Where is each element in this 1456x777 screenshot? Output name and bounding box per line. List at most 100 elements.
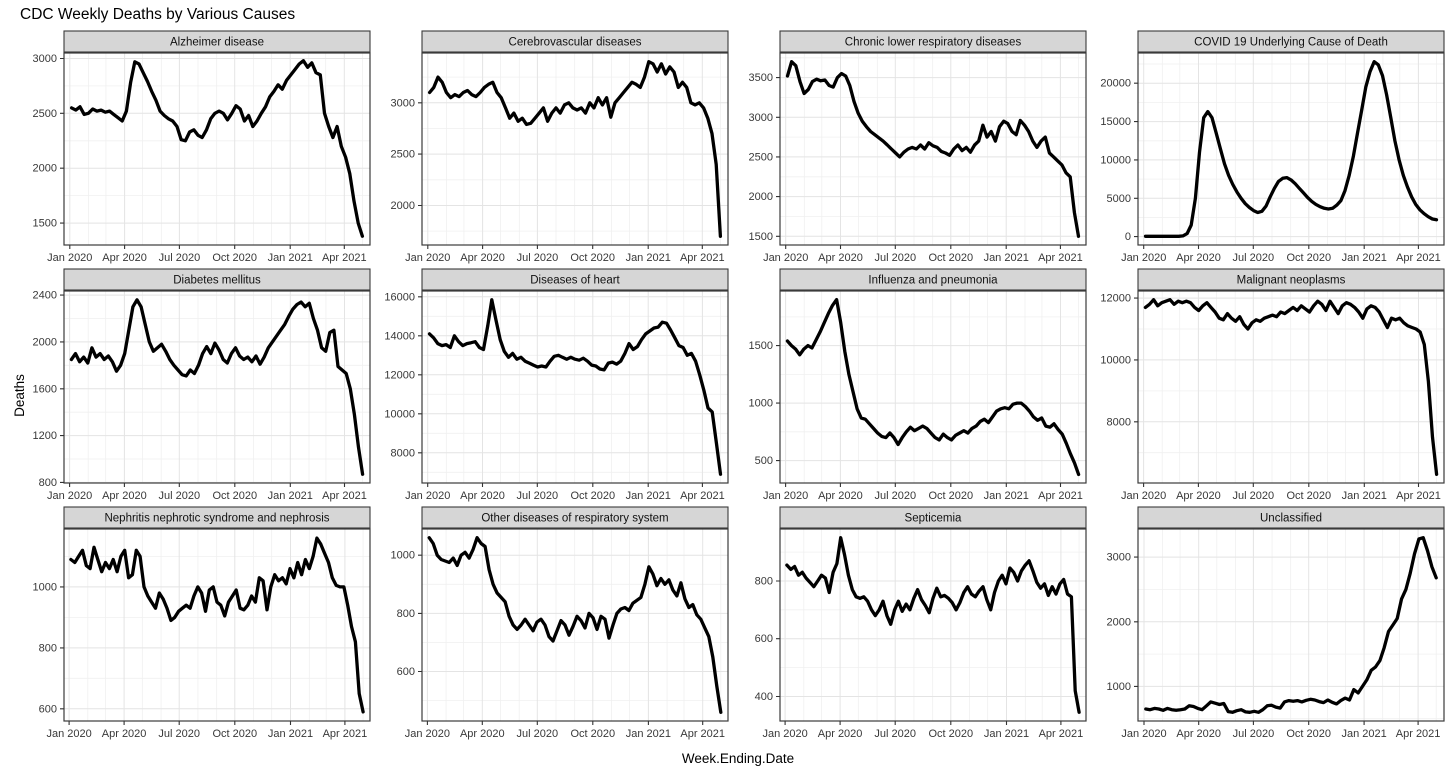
axis-ticks bbox=[776, 77, 1061, 249]
series-line bbox=[785, 297, 1081, 477]
series-line bbox=[427, 536, 723, 714]
y-tick-label: 8000 bbox=[391, 447, 415, 459]
facet-grid: 1500 2000 2500 3000 Jan 2020 Apr 2020 Jul 2020… bbox=[22, 30, 1454, 745]
x-tick-label: Apr 2021 bbox=[323, 728, 368, 740]
x-tick-label: Jan 2020 bbox=[405, 728, 450, 740]
strip-header bbox=[779, 268, 1087, 291]
x-tick-label: Jan 2021 bbox=[268, 728, 313, 740]
x-tick-label: Oct 2020 bbox=[570, 252, 615, 264]
strip-label: Cerebrovascular diseases bbox=[509, 37, 642, 49]
x-tick-label: Apr 2021 bbox=[1038, 490, 1083, 502]
y-tick-label: 1600 bbox=[33, 383, 57, 395]
y-tick-label: 600 bbox=[755, 633, 773, 645]
grid-major bbox=[1138, 529, 1444, 721]
x-tick-label: Jul 2020 bbox=[159, 252, 201, 264]
strip-label: Chronic lower respiratory diseases bbox=[845, 37, 1022, 49]
y-tick-label: 12000 bbox=[384, 369, 415, 381]
grid-minor bbox=[780, 529, 1086, 721]
x-tick-label: Oct 2020 bbox=[1286, 252, 1331, 264]
series-line bbox=[69, 59, 365, 238]
grid-minor bbox=[64, 529, 370, 721]
x-tick-label: Apr 2020 bbox=[460, 490, 505, 502]
facet-diseases-of-heart: 8000 10000 12000 14000 16000 Jan 2020 Apr 2020… bbox=[380, 268, 738, 507]
panel-border bbox=[1137, 52, 1445, 246]
y-tick-label: 16000 bbox=[384, 291, 415, 303]
x-tick-label: Jul 2020 bbox=[1233, 728, 1275, 740]
y-tick-label: 10000 bbox=[384, 408, 415, 420]
facet-cerebrovascular-diseases: 2000 2500 3000 Jan 2020 Apr 2020 Jul 2020 Oct … bbox=[380, 30, 738, 269]
y-tick-label: 1000 bbox=[391, 550, 415, 562]
y-tick-label: 500 bbox=[755, 455, 773, 467]
x-tick-label: Jan 2020 bbox=[763, 490, 808, 502]
chart-nephritis-nephrotic-syndrome-and-nephrosis: 600 800 1000 Jan 2020 Apr 2020 Jul 2020 Oct 20… bbox=[33, 506, 371, 740]
strip-label: Diseases of heart bbox=[530, 275, 620, 287]
y-tick-label: 12000 bbox=[1100, 293, 1131, 305]
axis-ticks bbox=[418, 296, 703, 487]
y-tick-label: 3000 bbox=[33, 53, 57, 65]
x-tick-label: Apr 2021 bbox=[1396, 252, 1441, 264]
y-tick-label: 2000 bbox=[33, 163, 57, 175]
x-tick-label: Jan 2021 bbox=[626, 490, 671, 502]
y-tick-label: 2400 bbox=[33, 290, 57, 302]
y-tick-label: 2000 bbox=[391, 200, 415, 212]
y-tick-label: 5000 bbox=[1107, 193, 1131, 205]
facet-malignant-neoplasms: 8000 10000 12000 Jan 2020 Apr 2020 Jul 2020 Oc… bbox=[1096, 268, 1454, 507]
series-line bbox=[1143, 298, 1439, 476]
x-tick-label: Jan 2021 bbox=[1341, 728, 1386, 740]
grid-major bbox=[780, 291, 1086, 483]
x-tick-label: Oct 2020 bbox=[570, 728, 615, 740]
axis-ticks bbox=[1134, 556, 1419, 725]
x-tick-label: Jan 2021 bbox=[268, 490, 313, 502]
strip-label: Alzheimer disease bbox=[170, 37, 264, 49]
chart-diseases-of-heart: 8000 10000 12000 14000 16000 Jan 2020 Apr 2020… bbox=[384, 268, 729, 502]
panel-border bbox=[421, 290, 729, 484]
axis-ticks bbox=[60, 57, 345, 249]
x-tick-label: Jul 2020 bbox=[1233, 490, 1275, 502]
x-tick-label: Jan 2021 bbox=[626, 728, 671, 740]
chart-influenza-and-pneumonia: 500 1000 1500 Jan 2020 Apr 2020 Jul 2020 Oct 2… bbox=[749, 268, 1087, 502]
y-tick-label: 1000 bbox=[1107, 681, 1131, 693]
series-line bbox=[69, 298, 365, 476]
x-tick-label: Oct 2020 bbox=[212, 252, 257, 264]
x-tick-label: Apr 2021 bbox=[322, 490, 367, 502]
x-tick-label: Oct 2020 bbox=[928, 728, 973, 740]
facet-chronic-lower-respiratory-diseases: 1500 2000 2500 3000 3500 Jan 2020 Apr 2020 Jul … bbox=[738, 30, 1096, 269]
y-tick-label: 1500 bbox=[749, 231, 773, 243]
facet-nephritis-nephrotic-syndrome-and-nephrosis: 600 800 1000 Jan 2020 Apr 2020 Jul 2020 Oct 20… bbox=[22, 506, 380, 745]
x-tick-label: Jul 2020 bbox=[158, 728, 200, 740]
y-tick-label: 1000 bbox=[33, 581, 57, 593]
y-tick-label: 8000 bbox=[1107, 416, 1131, 428]
y-tick-label: 1500 bbox=[749, 340, 773, 352]
x-tick-label: Jul 2020 bbox=[874, 728, 916, 740]
x-tick-label: Jan 2021 bbox=[984, 490, 1029, 502]
x-tick-label: Jan 2021 bbox=[984, 728, 1029, 740]
x-tick-label: Apr 2020 bbox=[818, 490, 863, 502]
strip-label: Diabetes mellitus bbox=[173, 275, 261, 287]
x-tick-label: Apr 2020 bbox=[102, 252, 147, 264]
panel-border bbox=[63, 52, 371, 246]
strip-label: Other diseases of respiratory system bbox=[481, 513, 668, 525]
panel-border bbox=[421, 52, 729, 246]
series-line bbox=[427, 60, 723, 238]
axis-ticks bbox=[418, 554, 704, 725]
x-tick-label: Jan 2021 bbox=[1342, 252, 1387, 264]
chart-unclassified: 1000 2000 3000 Jan 2020 Apr 2020 Jul 2020 Oct … bbox=[1107, 506, 1445, 740]
x-tick-label: Apr 2021 bbox=[322, 252, 367, 264]
chart-covid-19-underlying-cause-of-death: 0 5000 10000 15000 20000 Jan 2020 Apr 2020 Jul … bbox=[1100, 30, 1445, 264]
x-tick-label: Jul 2020 bbox=[875, 490, 917, 502]
y-tick-label: 10000 bbox=[1100, 354, 1131, 366]
series-line bbox=[1144, 536, 1438, 714]
axis-ticks bbox=[418, 102, 703, 249]
strip-label: Influenza and pneumonia bbox=[868, 275, 998, 287]
x-tick-label: Apr 2021 bbox=[680, 728, 725, 740]
x-tick-label: Jan 2020 bbox=[762, 728, 807, 740]
y-tick-label: 15000 bbox=[1100, 116, 1131, 128]
x-tick-label: Apr 2020 bbox=[102, 728, 147, 740]
x-tick-label: Oct 2020 bbox=[928, 252, 973, 264]
y-tick-label: 1000 bbox=[749, 398, 773, 410]
y-tick-label: 3000 bbox=[391, 97, 415, 109]
strip-label: Nephritis nephrotic syndrome and nephros… bbox=[104, 513, 329, 525]
x-tick-label: Jan 2020 bbox=[46, 728, 91, 740]
grid-minor bbox=[1138, 529, 1444, 721]
x-tick-label: Apr 2021 bbox=[1396, 728, 1441, 740]
